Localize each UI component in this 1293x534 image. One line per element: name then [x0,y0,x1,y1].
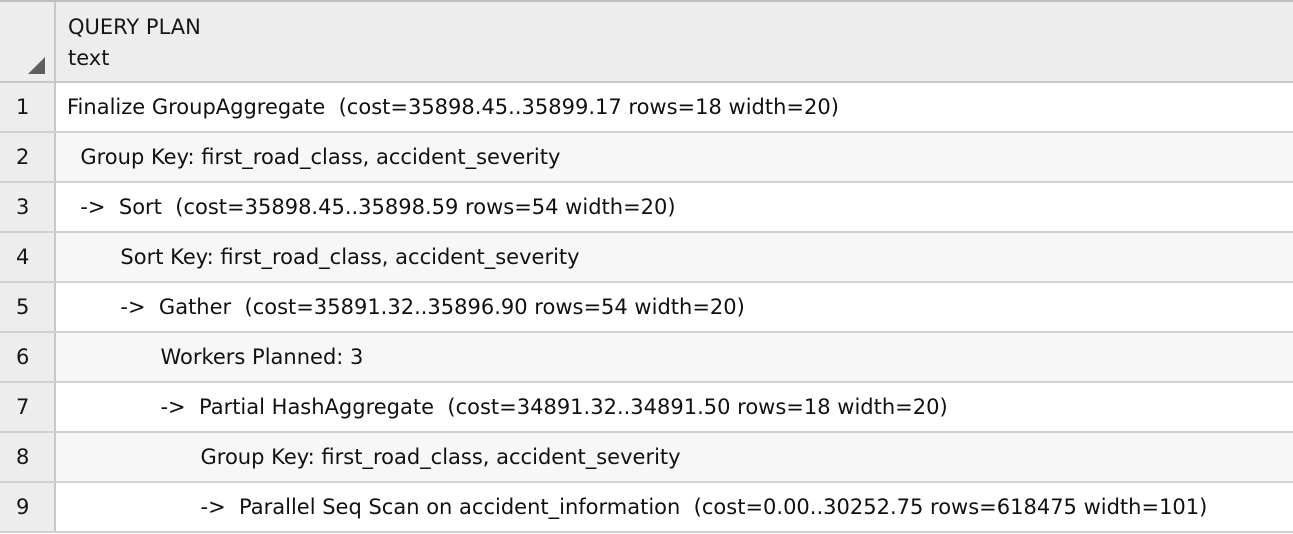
row-number[interactable]: 2 [0,133,56,181]
column-type: text [68,46,110,70]
row-number[interactable]: 8 [0,433,56,481]
row-number[interactable]: 1 [0,83,56,131]
plan-cell[interactable]: Sort Key: first_road_class, accident_sev… [56,233,1293,281]
row-number[interactable]: 4 [0,233,56,281]
row-number[interactable]: 7 [0,383,56,431]
row-number[interactable]: 9 [0,483,56,531]
plan-cell[interactable]: Workers Planned: 3 [56,333,1293,381]
plan-cell[interactable]: -> Gather (cost=35891.32..35896.90 rows=… [56,283,1293,331]
table-row[interactable]: 8 Group Key: first_road_class, accident_… [0,433,1293,483]
plan-cell[interactable]: -> Partial HashAggregate (cost=34891.32.… [56,383,1293,431]
plan-cell[interactable]: Group Key: first_road_class, accident_se… [56,433,1293,481]
table-row[interactable]: 5 -> Gather (cost=35891.32..35896.90 row… [0,283,1293,333]
table-row[interactable]: 6 Workers Planned: 3 [0,333,1293,383]
table-row[interactable]: 4 Sort Key: first_road_class, accident_s… [0,233,1293,283]
plan-cell[interactable]: Group Key: first_road_class, accident_se… [56,133,1293,181]
plan-cell[interactable]: -> Parallel Seq Scan on accident_informa… [56,483,1293,531]
row-number[interactable]: 3 [0,183,56,231]
select-all-triangle-icon[interactable] [28,57,45,74]
table-row[interactable]: 2 Group Key: first_road_class, accident_… [0,133,1293,183]
table-row[interactable]: 3 -> Sort (cost=35898.45..35898.59 rows=… [0,183,1293,233]
column-header-query-plan[interactable]: QUERY PLAN text [56,2,1293,81]
table-row[interactable]: 1 Finalize GroupAggregate (cost=35898.45… [0,83,1293,133]
grid-body: 1 Finalize GroupAggregate (cost=35898.45… [0,83,1293,533]
table-row[interactable]: 7 -> Partial HashAggregate (cost=34891.3… [0,383,1293,433]
row-number[interactable]: 6 [0,333,56,381]
select-all-corner[interactable] [0,2,56,81]
grid-header: QUERY PLAN text [0,2,1293,83]
row-number[interactable]: 5 [0,283,56,331]
plan-cell[interactable]: -> Sort (cost=35898.45..35898.59 rows=54… [56,183,1293,231]
table-row[interactable]: 9 -> Parallel Seq Scan on accident_infor… [0,483,1293,533]
column-name: QUERY PLAN [68,15,201,39]
plan-cell[interactable]: Finalize GroupAggregate (cost=35898.45..… [56,83,1293,131]
